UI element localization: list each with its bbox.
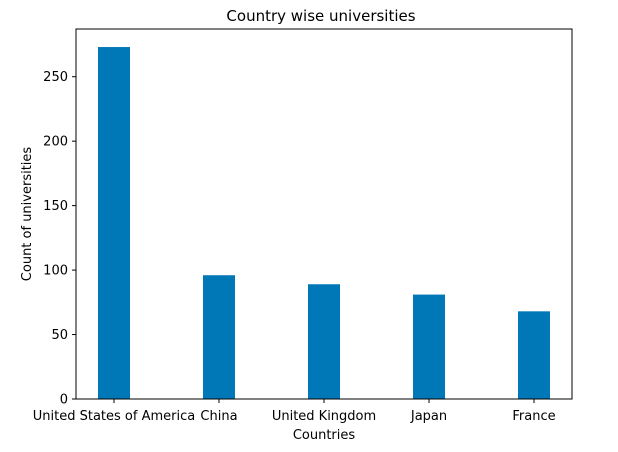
x-axis: United States of America China United King…	[33, 399, 556, 424]
x-tick-label-0: United States of America	[33, 409, 195, 424]
y-axis: 0 50 100 150 200 250	[43, 70, 76, 408]
bar-3	[413, 294, 445, 399]
bar-2	[308, 284, 340, 399]
y-tick-label-3: 150	[43, 199, 68, 214]
bar-0	[98, 47, 130, 400]
bars-layer	[98, 47, 550, 400]
y-tick-label-4: 200	[43, 135, 68, 150]
y-tick-label-0: 0	[60, 393, 68, 408]
plot-area-frame	[75, 28, 573, 400]
x-tick-label-3: Japan	[410, 409, 447, 424]
chart-title: Country wise universities	[226, 7, 415, 25]
x-tick-label-4: France	[512, 409, 555, 424]
y-tick-label-2: 100	[43, 264, 68, 279]
bar-1	[203, 275, 235, 399]
bar-4	[518, 311, 550, 399]
y-tick-label-1: 50	[51, 328, 68, 343]
x-tick-label-1: China	[200, 409, 237, 424]
x-tick-label-2: United Kingdom	[272, 409, 376, 424]
y-tick-label-5: 250	[43, 70, 68, 85]
x-axis-label: Countries	[293, 428, 356, 443]
y-axis-label: Count of universities	[20, 147, 35, 282]
